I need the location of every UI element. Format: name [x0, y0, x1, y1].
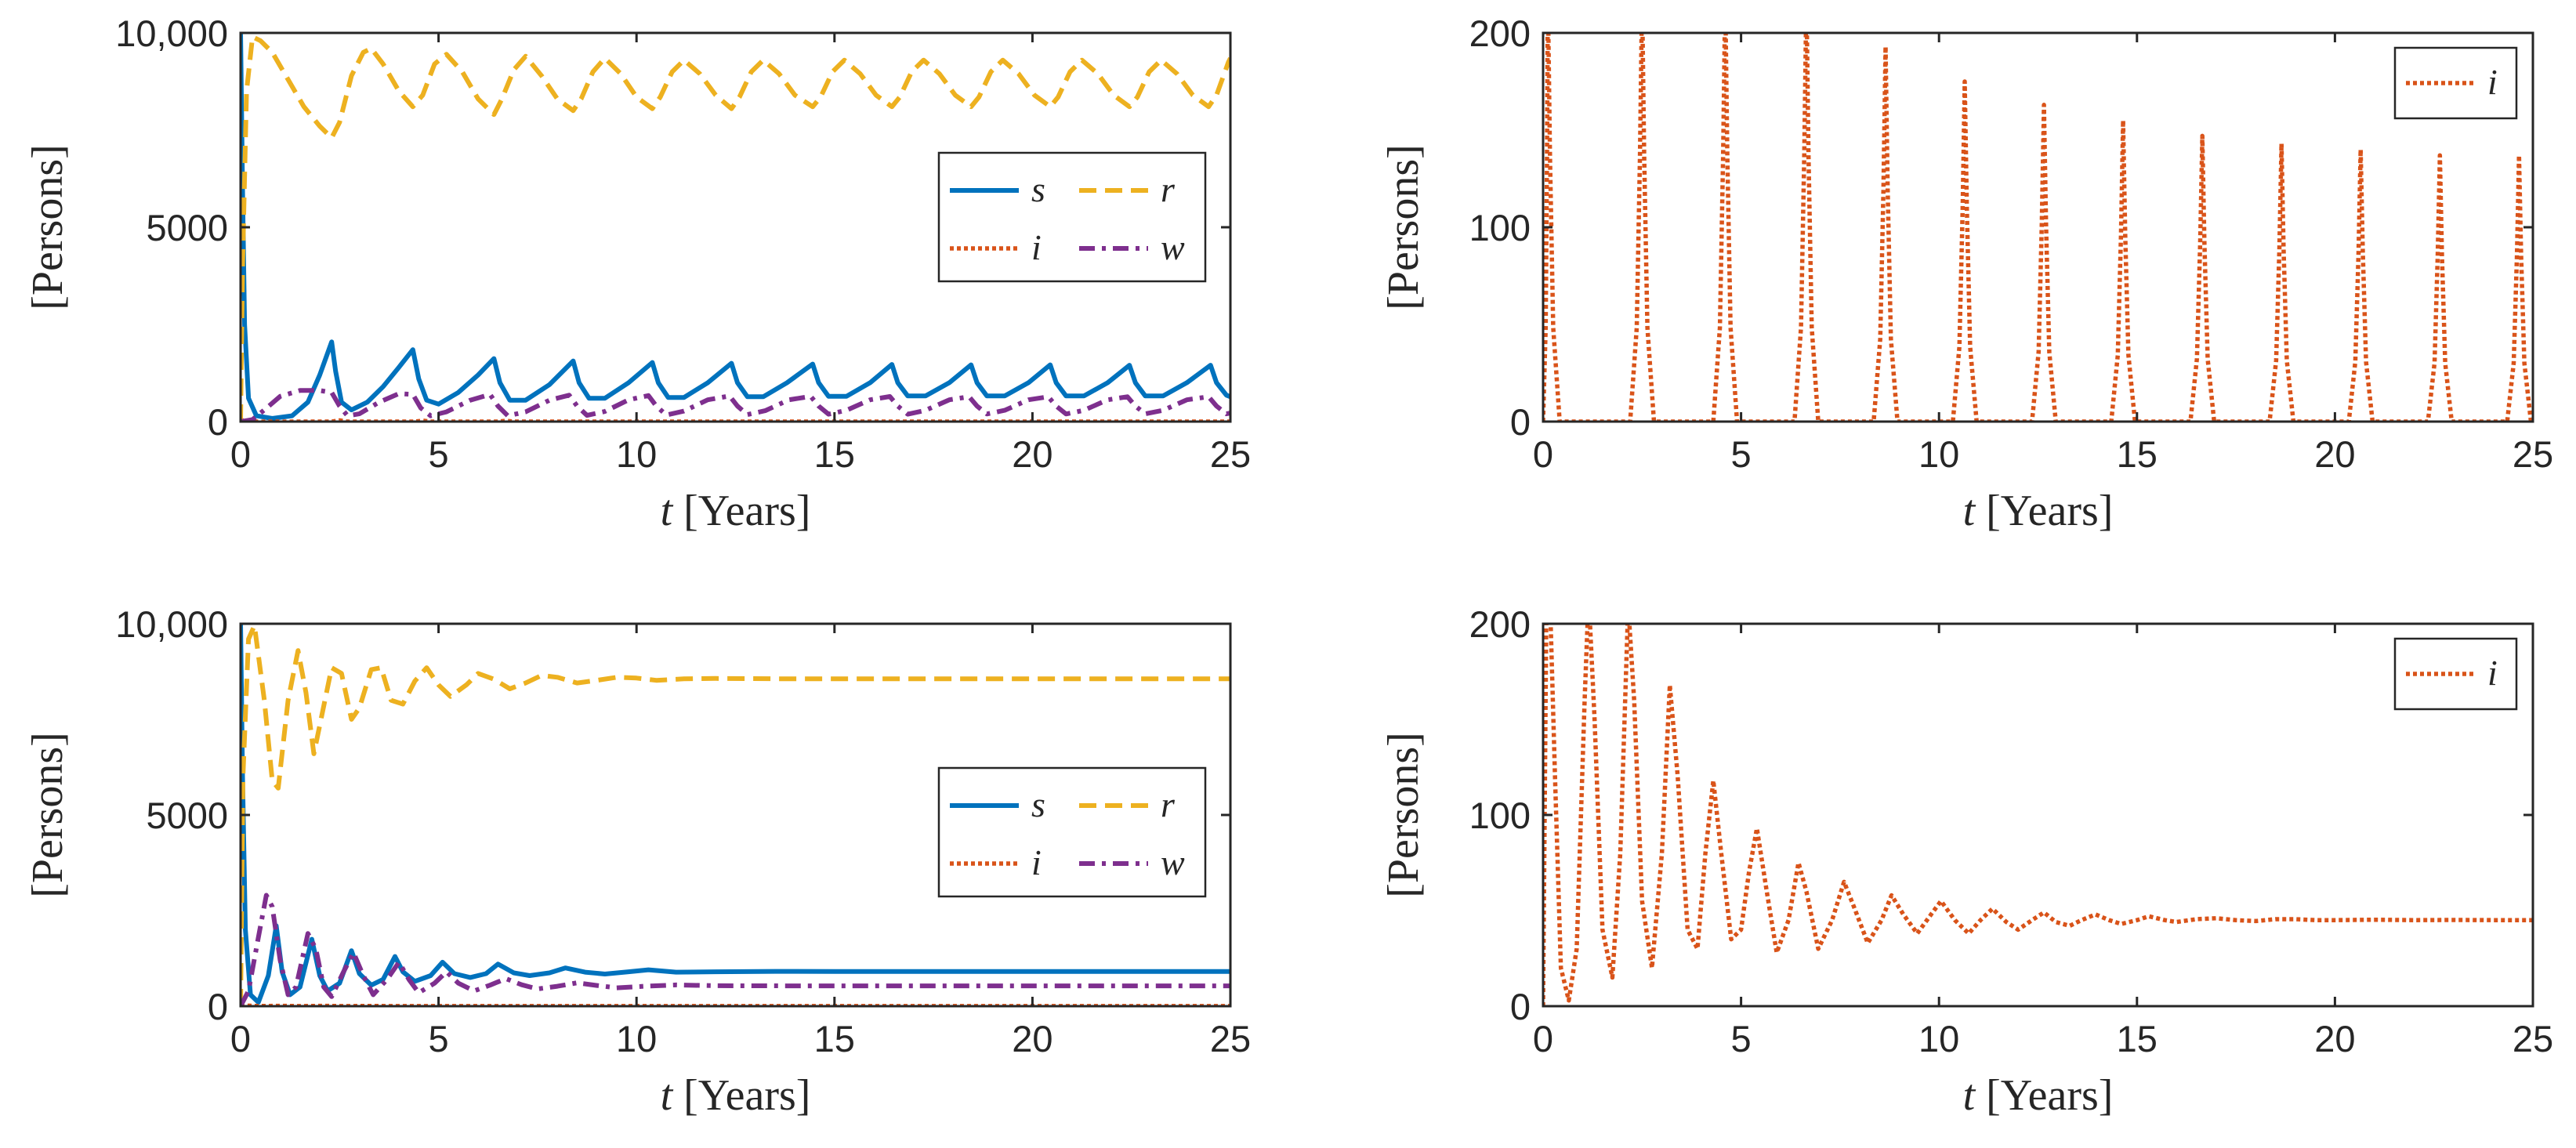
y-tick-label: 200 — [1469, 603, 1531, 645]
legend-label-s: s — [1031, 169, 1045, 209]
x-axis-label: t [Years] — [1963, 487, 2114, 535]
x-tick-label: 0 — [230, 433, 251, 475]
legend-label-r: r — [1161, 784, 1176, 824]
x-tick-label: 0 — [230, 1018, 251, 1059]
y-axis-label: [Persons] — [1379, 732, 1428, 898]
x-axis-label: t [Years] — [661, 487, 811, 535]
x-axis-unit: [Years] — [1986, 1071, 2113, 1120]
x-axis-unit: [Years] — [1986, 487, 2113, 535]
x-tick-label: 20 — [1012, 433, 1053, 475]
series-group — [1543, 624, 2533, 1006]
x-axis-label: t [Years] — [1963, 1071, 2114, 1120]
x-tick-label: 25 — [1210, 1018, 1251, 1059]
y-tick-label: 100 — [1469, 207, 1531, 248]
x-axis-variable: t — [661, 1071, 674, 1120]
x-axis-label: t [Years] — [661, 1071, 811, 1120]
x-tick-label: 5 — [1731, 1018, 1752, 1059]
series-line-i — [1543, 624, 2533, 1006]
x-tick-label: 25 — [1210, 433, 1251, 475]
legend-label-i: i — [2487, 653, 2498, 693]
y-axis-label: [Persons] — [24, 732, 72, 898]
x-tick-label: 20 — [2314, 1018, 2355, 1059]
plot-area — [1543, 624, 2533, 1006]
legend-label-i: i — [1031, 227, 1042, 267]
y-tick-label: 100 — [1469, 795, 1531, 836]
panel-top-right: 0 5 10 15 20 25 0 100 200 t [Years] [Persons] i — [1379, 13, 2553, 535]
x-tick-label: 0 — [1533, 1018, 1553, 1059]
legend-box — [937, 151, 1207, 283]
x-tick-label: 25 — [2513, 1018, 2553, 1059]
x-tick-label: 15 — [814, 1018, 855, 1059]
legend-label-w: w — [1161, 842, 1185, 882]
x-tick-label: 20 — [1012, 1018, 1053, 1059]
y-tick-label: 0 — [208, 401, 228, 443]
x-axis-unit: [Years] — [683, 1071, 810, 1120]
x-tick-label: 5 — [429, 1018, 449, 1059]
y-tick-label: 10,000 — [115, 13, 228, 54]
x-tick-label: 20 — [2314, 433, 2355, 475]
panel-bottom-right: 0 5 10 15 20 25 0 100 200 t [Years] [Persons] i — [1379, 603, 2553, 1120]
legend: s r i w — [937, 766, 1207, 898]
legend-label-w: w — [1161, 227, 1185, 267]
legend: s r i w — [937, 151, 1207, 283]
x-axis-variable: t — [1963, 487, 1976, 535]
legend: i — [2393, 637, 2518, 711]
x-tick-label: 5 — [1731, 433, 1752, 475]
y-axis-label: [Persons] — [1379, 144, 1428, 310]
y-tick-label: 200 — [1469, 13, 1531, 54]
y-tick-label: 0 — [1510, 986, 1531, 1027]
x-axis-variable: t — [1963, 1071, 1976, 1120]
x-tick-label: 15 — [2117, 1018, 2158, 1059]
y-axis-label: [Persons] — [24, 144, 72, 310]
x-tick-label: 10 — [1918, 433, 1959, 475]
legend-label-i: i — [1031, 842, 1042, 882]
legend-label-r: r — [1161, 169, 1176, 209]
plot-area — [1543, 33, 2533, 422]
panel-bottom-left: 0 5 10 15 20 25 0 5000 10,000 t [Years] [Persons] s r… — [24, 603, 1251, 1120]
y-tick-label: 5000 — [146, 795, 228, 836]
legend-label-i: i — [2487, 62, 2498, 102]
series-line-s — [241, 33, 1230, 421]
series-line-i — [1543, 33, 2533, 422]
series-line-r — [241, 34, 1230, 422]
x-tick-label: 15 — [2117, 433, 2158, 475]
series-line-r — [241, 624, 1230, 1006]
series-line-s — [241, 624, 1230, 1005]
x-tick-label: 10 — [1918, 1018, 1959, 1059]
x-tick-label: 10 — [616, 433, 657, 475]
x-axis-variable: t — [661, 487, 674, 535]
x-tick-label: 10 — [616, 1018, 657, 1059]
series-group — [1543, 33, 2533, 422]
x-axis-unit: [Years] — [683, 487, 810, 535]
y-tick-label: 0 — [1510, 401, 1531, 443]
x-tick-label: 15 — [814, 433, 855, 475]
y-tick-label: 10,000 — [115, 603, 228, 645]
legend-label-s: s — [1031, 784, 1045, 824]
legend-box — [937, 766, 1207, 898]
y-tick-label: 0 — [208, 986, 228, 1027]
legend: i — [2393, 46, 2518, 120]
series-line-w — [241, 388, 1230, 422]
y-tick-label: 5000 — [146, 207, 228, 248]
x-tick-label: 5 — [429, 433, 449, 475]
x-tick-label: 25 — [2513, 433, 2553, 475]
panel-top-left: 0 5 10 15 20 25 0 5000 10,000 t [Years] [Persons] s r… — [24, 13, 1251, 535]
x-tick-label: 0 — [1533, 433, 1553, 475]
